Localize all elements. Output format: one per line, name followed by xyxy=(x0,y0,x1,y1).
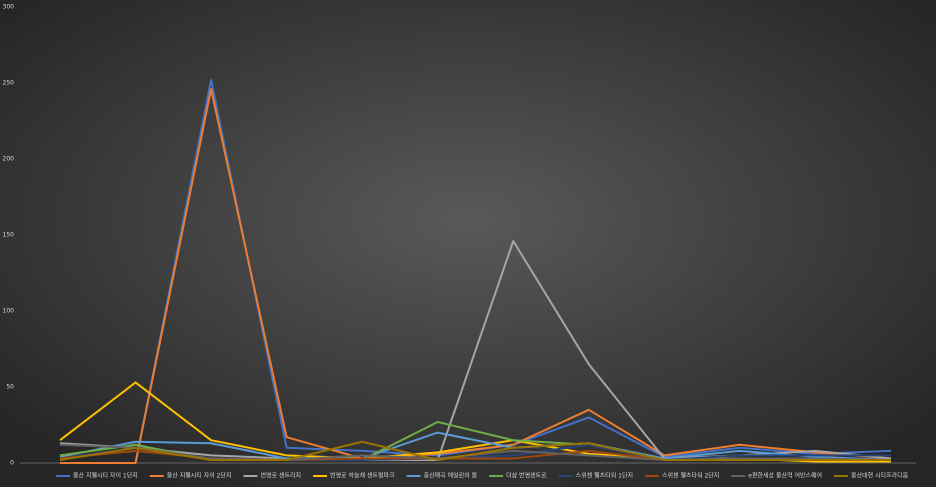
legend-label: 울산 지웰시티 자이 2단지 xyxy=(167,472,232,480)
y-tick-label: 0 xyxy=(10,460,14,467)
legend-label: 번영로 하늘채 센트럴파크 xyxy=(330,472,395,480)
y-tick-label: 300 xyxy=(3,4,15,11)
y-tick-label: 200 xyxy=(3,156,15,163)
y-tick-label: 100 xyxy=(3,308,15,315)
legend-label: 울산 지웰시티 자이 1단지 xyxy=(73,472,138,480)
legend-label: 스위첸 웰츠타워 2단지 xyxy=(662,472,719,480)
legend-label: 울산대현 시티프라디움 xyxy=(851,472,909,480)
y-tick-label: 250 xyxy=(3,80,15,87)
series-line xyxy=(59,440,891,461)
legend-label: 더샵 번영센트로 xyxy=(506,472,547,480)
legend-label: 중산매곡 에일린의 뜰 xyxy=(424,472,478,480)
legend-label: e편한세상 울산역 어반스퀘어 xyxy=(748,472,822,480)
legend-label: 스위첸 웰츠타워 1단지 xyxy=(576,472,633,480)
y-tick-label: 150 xyxy=(3,232,15,239)
series-line xyxy=(60,88,892,464)
series-line xyxy=(59,431,892,461)
legend-label: 번영로 센트리지 xyxy=(261,472,302,480)
y-tick-label: 50 xyxy=(6,384,14,391)
